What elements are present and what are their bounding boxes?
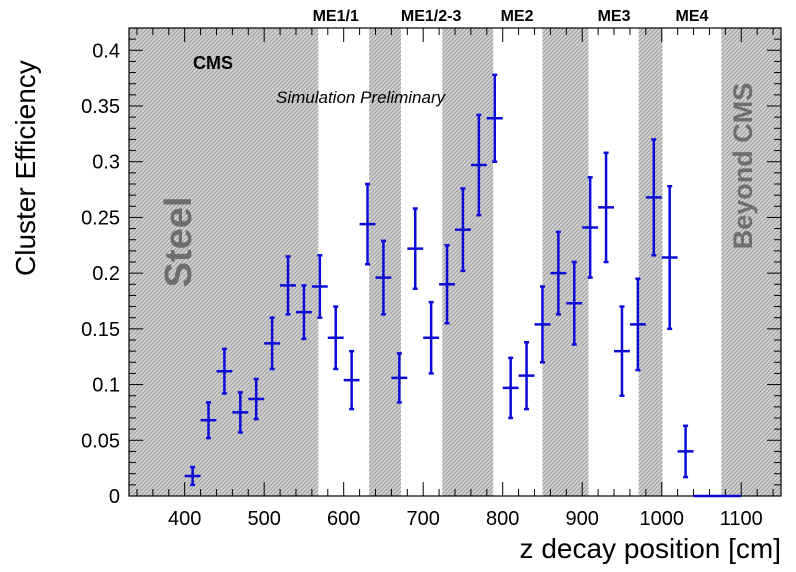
data-point-24 (566, 260, 583, 346)
simulation-label: Simulation Preliminary (276, 88, 447, 107)
data-point-28 (629, 277, 646, 372)
data-point-8 (311, 254, 328, 319)
data-point-9 (327, 305, 344, 371)
x-axis-title: z decay position [cm] (520, 533, 781, 564)
data-point-11 (359, 182, 376, 266)
x-tick-label: 700 (407, 508, 440, 530)
x-tick-label: 500 (247, 508, 280, 530)
data-point-0 (184, 465, 201, 487)
data-point-31 (677, 424, 694, 479)
beyond-cms-label: Beyond CMS (728, 83, 758, 250)
y-tick-label: 0 (109, 486, 120, 508)
x-tick-label: 1100 (720, 508, 763, 530)
data-point-5 (264, 316, 281, 371)
data-point-4 (248, 377, 265, 421)
y-tick-label: 0.05 (81, 430, 120, 452)
x-tick-label: 800 (486, 508, 519, 530)
station-labels: ME1/1 ME1/2-3 ME2 ME3 ME4 (313, 8, 709, 25)
data-point-2 (216, 347, 233, 395)
data-point-20 (502, 356, 519, 420)
y-tick-label: 0.15 (81, 319, 120, 341)
hatched-region-3 (542, 28, 589, 496)
y-tick-label: 0.1 (92, 375, 120, 397)
data-point-14 (407, 207, 424, 290)
cms-label: CMS (193, 53, 233, 73)
hatched-region-1 (369, 28, 401, 496)
data-point-23 (550, 230, 567, 316)
y-axis-title: Cluster Efficiency (10, 60, 41, 276)
tick-labels: 400 500 600 700 800 900 1000 1100 0 0.05 0.1 0.15 0.… (81, 40, 763, 530)
data-point-18 (470, 113, 487, 217)
y-tick-label: 0.25 (81, 207, 120, 229)
station-label: ME3 (598, 8, 631, 25)
hatched-regions (129, 28, 781, 496)
plot-frame (128, 27, 782, 497)
steel-label: Steel (158, 197, 200, 288)
y-tick-label: 0.4 (92, 40, 120, 62)
data-point-7 (295, 284, 312, 341)
data-point-17 (455, 187, 471, 273)
station-label: ME2 (501, 8, 534, 25)
x-tick-label: 900 (566, 508, 599, 530)
data-point-30 (661, 184, 678, 331)
station-label: ME1/1 (313, 8, 359, 25)
data-point-3 (232, 391, 249, 434)
data-point-21 (518, 340, 535, 411)
station-label: ME4 (675, 8, 708, 25)
x-tick-label: 1000 (639, 508, 684, 530)
data-points (184, 73, 742, 498)
data-point-27 (614, 305, 630, 397)
axis-ticks (129, 27, 781, 497)
data-point-12 (375, 239, 392, 316)
data-point-15 (423, 300, 440, 375)
x-tick-label: 600 (327, 508, 360, 530)
hatched-region-0 (129, 28, 319, 496)
data-point-16 (439, 244, 455, 325)
data-point-10 (343, 349, 360, 411)
y-tick-label: 0.2 (92, 263, 120, 285)
data-point-1 (200, 401, 217, 440)
hatched-region-4 (638, 28, 663, 496)
station-label: ME1/2-3 (401, 8, 462, 25)
data-point-22 (534, 285, 551, 364)
data-point-19 (486, 73, 503, 163)
x-tick-label: 400 (168, 508, 201, 530)
data-point-6 (280, 255, 296, 316)
hatched-region-2 (442, 28, 494, 496)
y-tick-label: 0.35 (81, 96, 120, 118)
data-point-25 (582, 176, 599, 279)
data-point-26 (598, 151, 615, 264)
data-point-13 (391, 352, 408, 404)
y-tick-label: 0.3 (92, 152, 120, 174)
data-point-29 (645, 138, 662, 257)
